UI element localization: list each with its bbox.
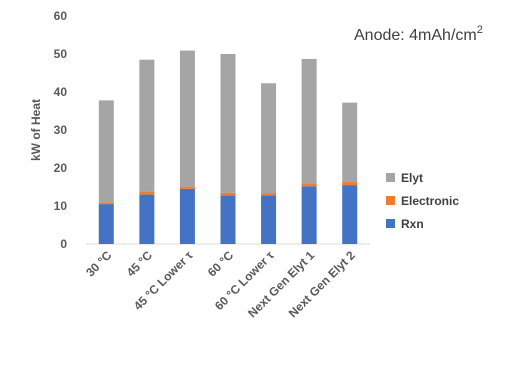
- y-tick-label: 30: [54, 123, 68, 137]
- bar-segment-electronic: [342, 182, 358, 186]
- bar-segment-elyt: [98, 100, 114, 203]
- legend-label-elyt: Elyt: [401, 171, 423, 185]
- y-tick-label: 50: [54, 47, 68, 61]
- legend-label-electronic: Electronic: [401, 194, 459, 208]
- y-tick-label: 60: [54, 9, 68, 23]
- y-axis-ticks: 0 10 20 30 40 50 60: [54, 9, 68, 251]
- y-tick-label: 0: [60, 237, 67, 251]
- legend-swatch-electronic: [386, 196, 395, 205]
- bars-group: [98, 50, 358, 244]
- legend-label-rxn: Rxn: [401, 217, 424, 231]
- bar-segment-electronic: [301, 183, 317, 187]
- bar-segment-electronic: [139, 191, 155, 195]
- y-axis-title: kW of Heat: [29, 99, 43, 161]
- bar-segment-rxn: [179, 188, 195, 244]
- bar-segment-electronic: [261, 193, 277, 196]
- bar-segment-electronic: [220, 192, 236, 196]
- annotation-superscript: 2: [477, 24, 483, 36]
- bar-segment-elyt: [261, 83, 277, 194]
- bar-segment-rxn: [261, 195, 277, 244]
- bar-segment-rxn: [301, 186, 317, 244]
- bar-segment-rxn: [98, 204, 114, 244]
- y-tick-label: 10: [54, 199, 68, 213]
- bar-segment-electronic: [98, 202, 114, 205]
- bar-segment-rxn: [220, 195, 236, 244]
- bar-segment-elyt: [301, 58, 317, 184]
- annotation-main: Anode: 4mAh/cm: [354, 27, 477, 44]
- bar-segment-elyt: [139, 59, 155, 192]
- legend-swatch-rxn: [386, 219, 395, 228]
- bar-segment-elyt: [179, 50, 195, 187]
- y-tick-label: 20: [54, 161, 68, 175]
- legend: Elyt Electronic Rxn: [386, 171, 459, 231]
- y-tick-label: 40: [54, 85, 68, 99]
- bar-segment-rxn: [139, 194, 155, 244]
- bar-segment-electronic: [179, 186, 195, 189]
- bar-segment-elyt: [342, 102, 358, 183]
- annotation-text: Anode: 4mAh/cm2: [354, 24, 483, 44]
- bar-segment-elyt: [220, 54, 236, 193]
- bar-segment-rxn: [342, 185, 358, 244]
- legend-swatch-elyt: [386, 173, 395, 182]
